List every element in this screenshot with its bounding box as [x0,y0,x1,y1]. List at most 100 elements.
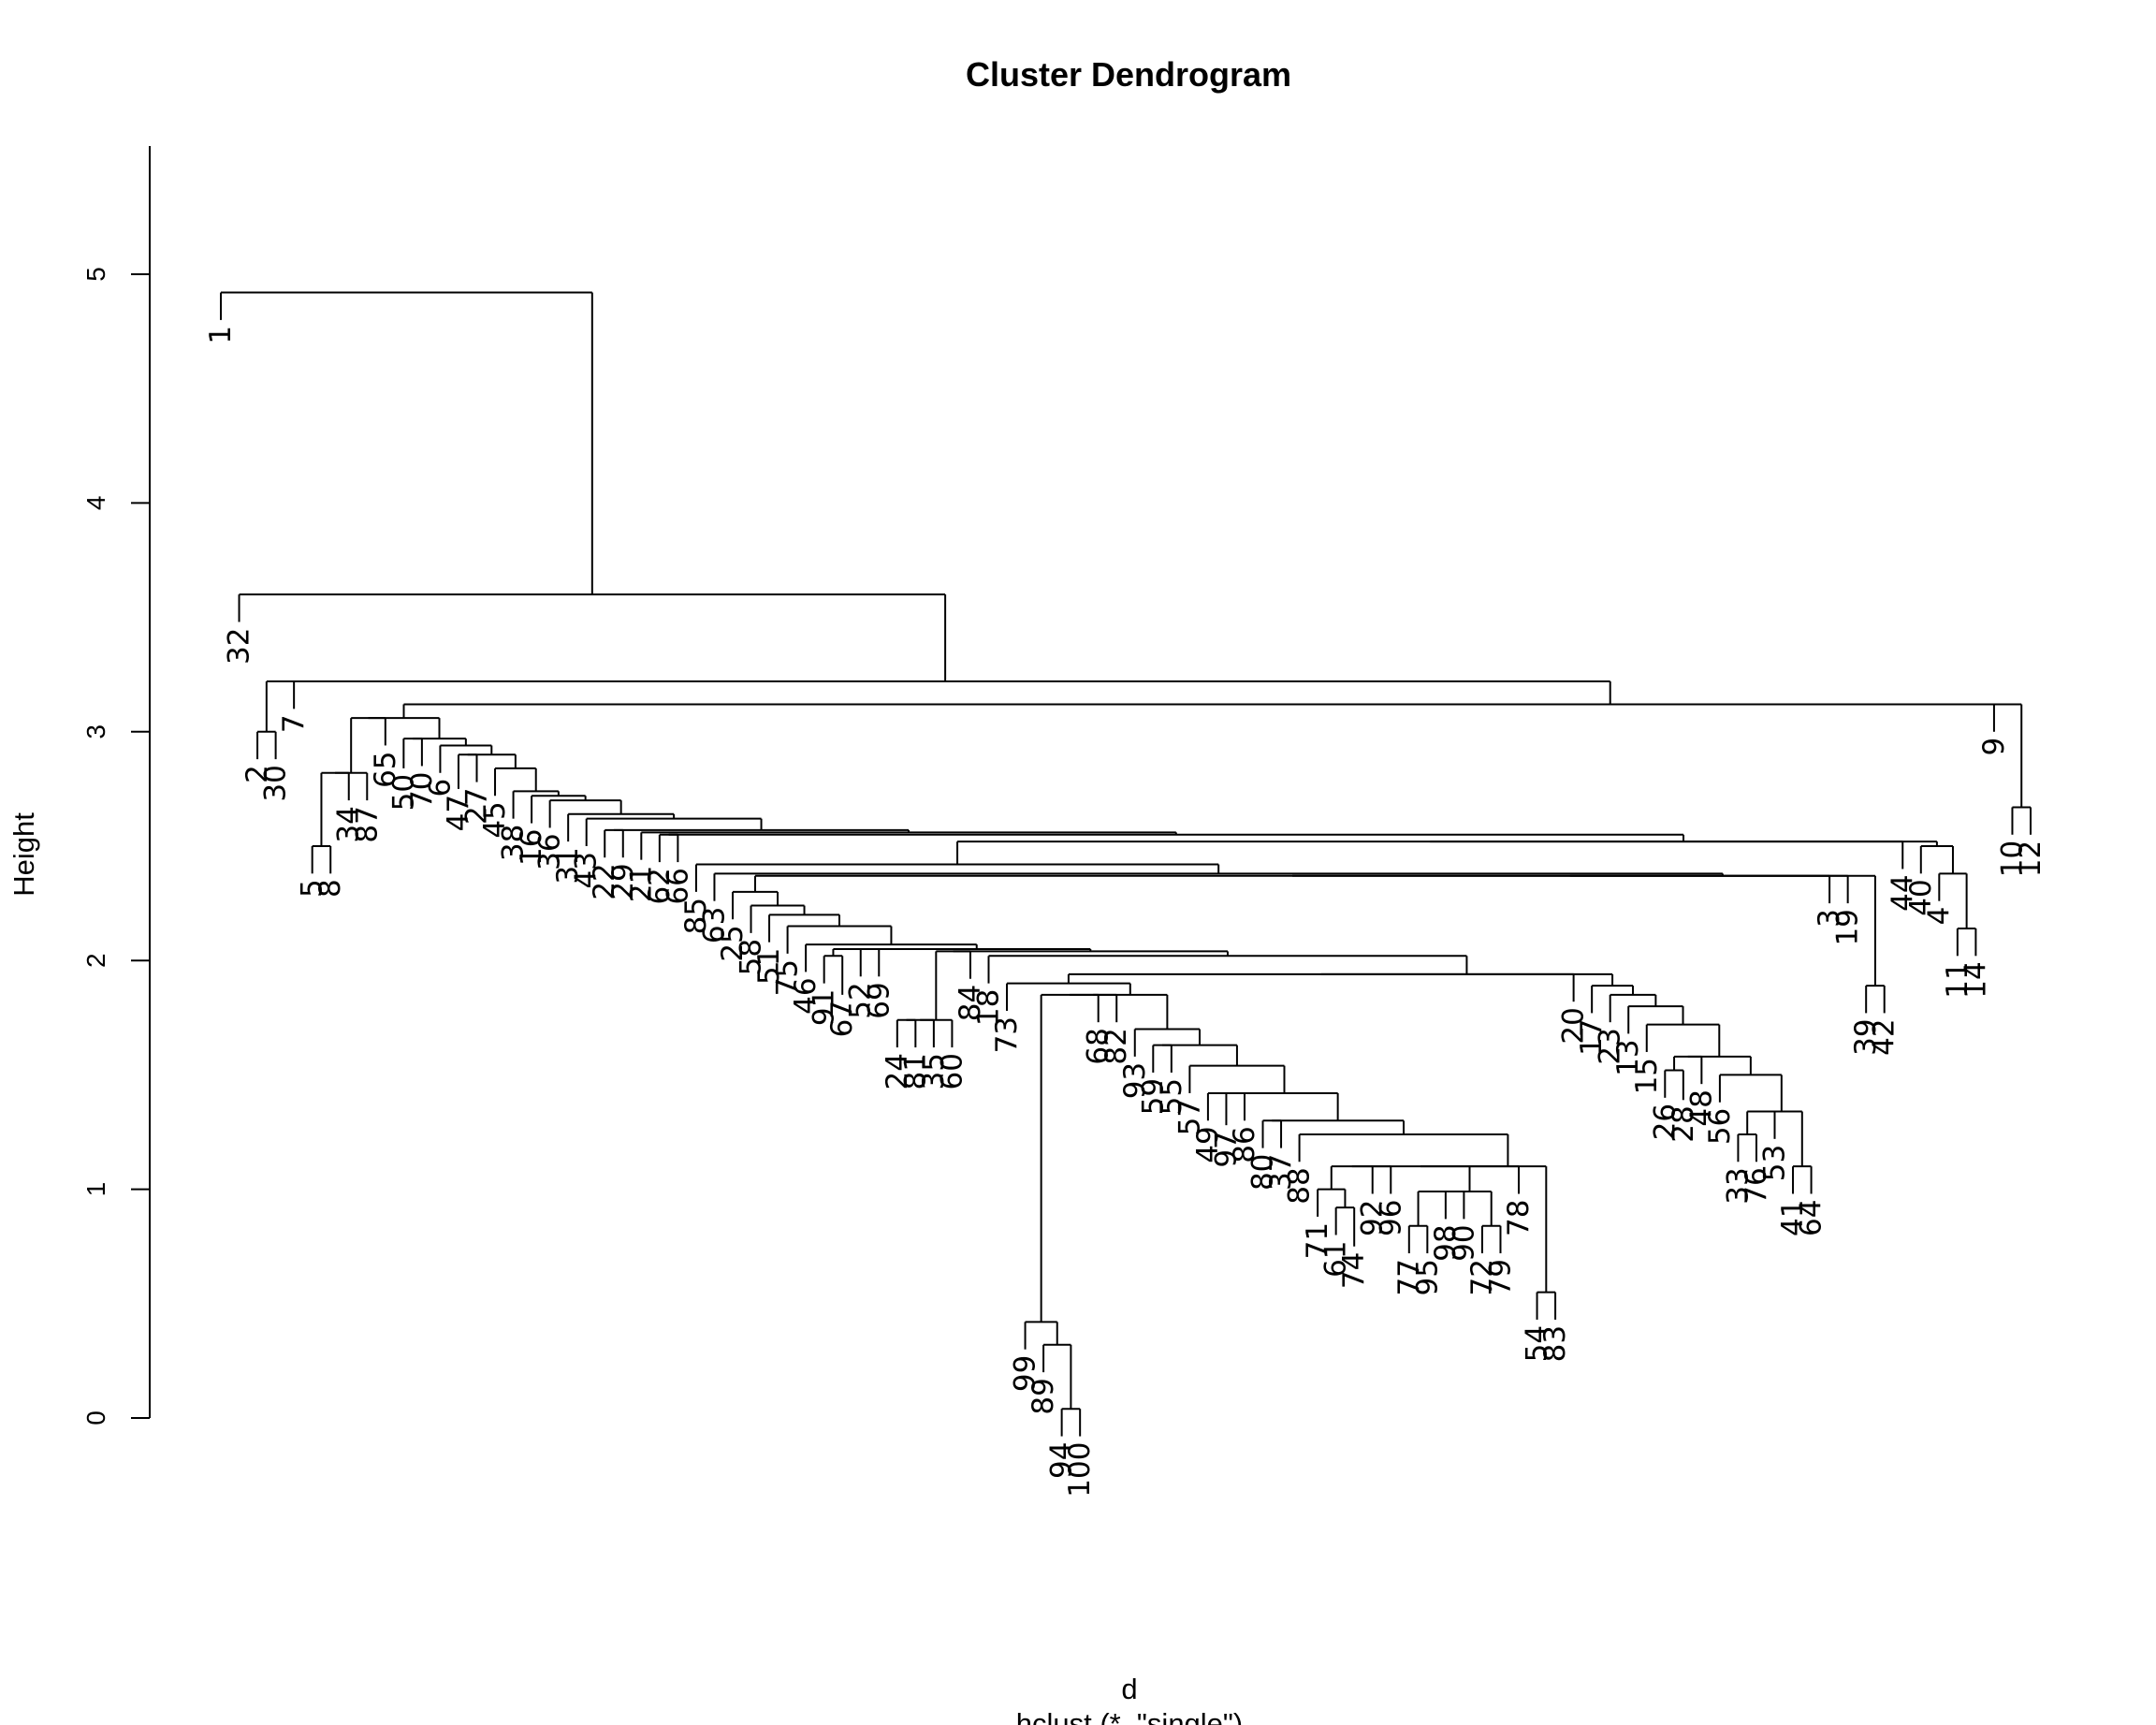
y-axis: 0 1 2 3 4 5 [81,146,151,1425]
leaf-label: 3 [1813,909,1846,928]
leaf-label: 18 [971,989,1005,1026]
leaf-label: 7 [277,714,311,733]
leaf-label: 44 [1886,874,1919,911]
leaf-label: 94 [1045,1442,1079,1479]
leaf-label: 23 [1594,1028,1627,1064]
leaf-label: 57 [1173,1099,1206,1135]
leaf-label: 68 [1082,1028,1115,1064]
leaf-label: 41 [1776,1199,1810,1235]
leaf-label: 32 [223,627,256,664]
leaf-label: 87 [350,806,384,842]
leaf-label: 40 [1904,879,1938,915]
leaf-label: 79 [1483,1259,1517,1295]
leaf-label: 86 [1228,1126,1261,1162]
leaf-label: 90 [1447,1224,1480,1261]
leaf-label: 58 [735,939,768,975]
leaf-label: 62 [643,868,677,904]
leaf-label: 17 [1575,1018,1609,1055]
leaf-label: 70 [405,771,439,808]
leaf-label: 6 [423,779,457,797]
leaf-label: 98 [1429,1224,1463,1261]
leaf-label: 47 [442,795,475,831]
leaf-label: 99 [1009,1355,1042,1392]
leaf-label: 16 [515,829,548,866]
x-axis-subtitle: hclust (*, "single") [1016,1707,1244,1725]
leaf-label: 36 [533,833,567,870]
y-tick-label: 4 [81,496,110,511]
chart-title: Cluster Dendrogram [966,55,1291,94]
leaf-label: 85 [679,898,713,934]
leaf-label: 55 [1155,1078,1188,1115]
leaf-label: 12 [2014,841,2047,877]
leaf-label: 91 [808,989,841,1026]
leaf-label: 66 [661,868,694,904]
leaf-label: 84 [954,985,987,1021]
leaf-label: 20 [1557,1007,1591,1044]
leaf-label: 33 [1721,1167,1755,1204]
leaf-label: 56 [1703,1108,1737,1145]
leaf-label: 63 [697,907,731,943]
leaf-label: 78 [1502,1199,1536,1235]
leaf-label: 88 [1283,1167,1317,1204]
leaf-label: 11 [1941,961,1974,998]
leaf-label: 73 [990,1016,1024,1053]
y-tick-label: 5 [81,267,110,282]
leaf-label: 76 [1740,1167,1773,1204]
leaf-label: 2 [240,765,274,783]
leaf-label: 28 [1667,1105,1700,1142]
leaf-label: 24 [881,1053,914,1089]
leaf-label: 13 [1611,1039,1645,1075]
leaf-label: 25 [716,925,750,961]
leaf-label: 53 [1758,1145,1792,1181]
leaf-label: 92 [1356,1199,1390,1235]
leaf-label: 4 [1922,907,1956,926]
leaf-label: 95 [1410,1259,1444,1295]
leaf-label: 100 [1063,1442,1097,1498]
leaf-label: 60 [935,1053,969,1089]
leaf-label: 82 [1100,1028,1133,1064]
leaf-label: 67 [825,1001,859,1037]
y-tick-label: 3 [81,724,110,739]
leaf-label: 31 [551,847,585,884]
leaf-label: 34 [332,806,366,842]
leaf-label: 30 [259,765,293,801]
leaf-label: 10 [1995,841,2029,877]
leaf-label: 49 [1191,1126,1225,1162]
y-tick-label: 1 [81,1182,110,1197]
leaf-label: 9 [1977,738,2011,756]
leaf-label: 97 [1209,1131,1243,1167]
x-axis-label: d [1121,1673,1137,1705]
leaf-label: 5 [296,879,329,898]
leaf-label: 61 [1319,1240,1353,1277]
leaf-label: 64 [1795,1199,1828,1235]
leaf-label: 46 [789,977,823,1014]
leaf-label: 51 [752,948,786,985]
leaf-label: 71 [1301,1222,1334,1259]
leaf-label: 48 [1684,1089,1718,1126]
leaf-label: 38 [497,825,531,861]
leaf-label: 21 [624,866,658,902]
leaf-label: 42 [1868,1018,1901,1055]
leaf-label: 27 [459,788,493,825]
leaf-label: 52 [844,982,878,1018]
leaf-label: 19 [1831,909,1865,945]
leaf-label: 96 [1374,1199,1407,1235]
leaf-label: 83 [1538,1325,1572,1362]
leaf-label: 59 [1136,1078,1170,1115]
y-tick-label: 0 [81,1411,110,1425]
leaf-label: 93 [1118,1062,1152,1099]
y-axis-label: Height [7,812,40,897]
leaf-label: 75 [771,959,805,996]
leaf-label: 14 [1959,961,1992,998]
leaf-label: 26 [1648,1104,1682,1140]
leaf-label: 29 [606,863,640,899]
leaf-labels: 1322307583487655070647274538163631432229… [204,326,2047,1498]
leaf-label: 8 [313,879,347,898]
leaf-label: 81 [898,1053,932,1089]
leaf-label: 77 [1392,1259,1426,1295]
leaf-label: 69 [862,982,896,1018]
leaf-label: 65 [369,751,402,787]
leaf-label: 15 [1630,1058,1664,1094]
leaf-label: 43 [570,852,604,888]
